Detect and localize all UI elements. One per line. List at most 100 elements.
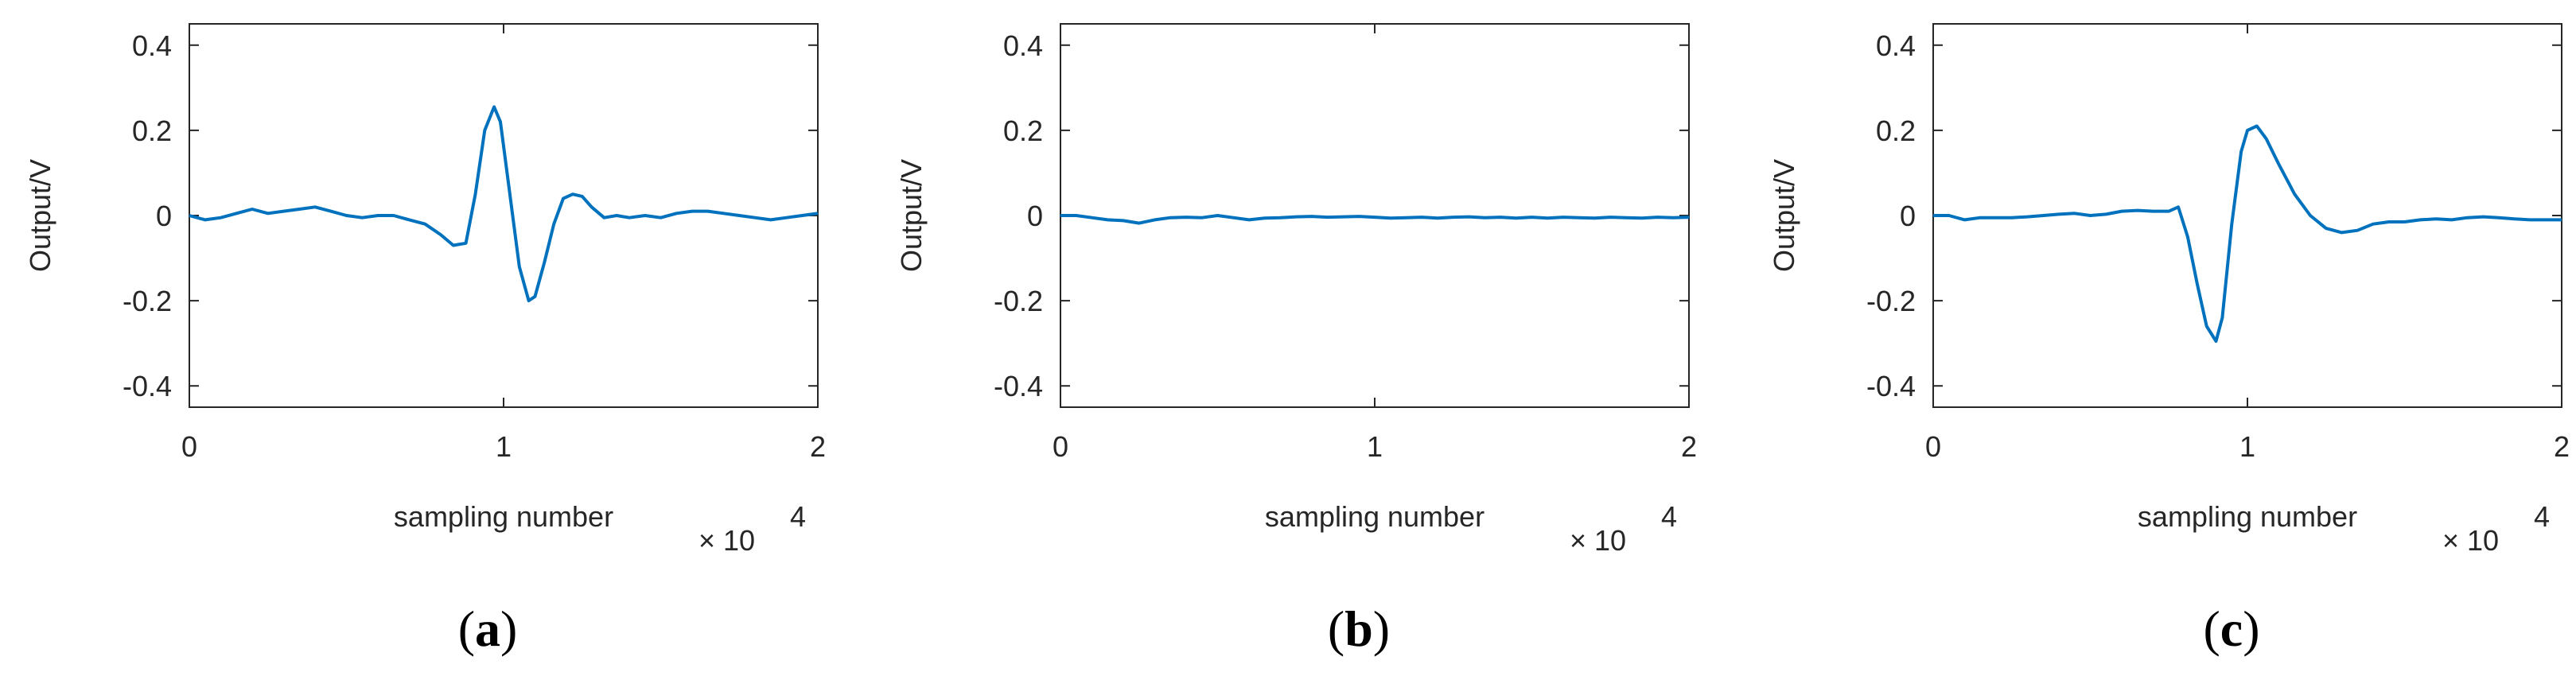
data-point [591, 206, 593, 208]
data-point [1201, 217, 1203, 219]
data-point [1295, 216, 1297, 218]
data-point [1437, 217, 1438, 219]
data-point [1374, 216, 1376, 218]
x-axis-label: sampling number [2138, 500, 2357, 533]
y-tick-label: 0 [156, 200, 172, 232]
data-point [424, 223, 426, 225]
data-point [1932, 215, 1934, 216]
data-point [298, 208, 300, 210]
data-point [2042, 215, 2044, 216]
data-point [2266, 138, 2267, 140]
data-point [603, 217, 605, 219]
data-point [1593, 217, 1596, 219]
data-point [377, 215, 379, 216]
y-tick-label: -0.2 [1866, 285, 1916, 317]
data-point [1609, 216, 1611, 218]
y-tick-label: 0.2 [1003, 115, 1043, 147]
data-point [345, 215, 348, 216]
data-point [2372, 223, 2374, 225]
data-point [754, 217, 756, 219]
data-point [282, 211, 285, 212]
x-exponent-label: 4 [1661, 500, 1677, 533]
plot-area-frame [1060, 23, 1690, 408]
x-multiplier-label: × 10 [698, 524, 755, 557]
y-tick-label: 0.4 [1003, 29, 1043, 62]
data-point [1342, 216, 1344, 218]
data-point [1688, 216, 1690, 218]
series-line [1060, 214, 1690, 225]
y-tick-label: -0.2 [123, 285, 172, 317]
y-axis-label: Output/V [895, 159, 928, 272]
data-point [1232, 217, 1234, 219]
x-multiplier-label: × 10 [2442, 524, 2499, 557]
data-point [2074, 212, 2076, 214]
x-tick-label: 0 [181, 430, 197, 463]
panel-label: (c) [2203, 600, 2259, 657]
x-tick-label: 2 [2554, 430, 2570, 463]
data-point [2388, 221, 2390, 223]
data-point [2356, 230, 2358, 231]
data-point [251, 208, 253, 210]
chart-panel-b: -0.4 -0.2 0 0.2 0.4 0 1 2 Output/V sampling numbe… [895, 23, 1697, 657]
data-point [361, 217, 363, 219]
data-point [2482, 216, 2484, 218]
panel-label: (a) [458, 600, 518, 657]
data-point [2498, 217, 2500, 219]
data-point [1390, 217, 1391, 219]
data-point [2137, 210, 2138, 212]
chart-panel-a: -0.4 -0.2 0 0.2 0.4 0 1 2 Output/V sampling numbe… [24, 23, 826, 657]
y-tick-label: 0.4 [132, 29, 172, 62]
data-point [1358, 216, 1360, 217]
data-point [1995, 217, 1997, 219]
data-point [801, 215, 803, 216]
data-point [2309, 215, 2311, 216]
x-tick-label: 1 [1367, 430, 1383, 463]
data-point [1264, 217, 1266, 219]
data-point [267, 212, 269, 214]
data-point [2325, 227, 2327, 229]
data-point [2466, 217, 2469, 219]
data-point [2058, 213, 2060, 215]
data-point [2341, 231, 2343, 233]
chart-panel-c: -0.4 -0.2 0 0.2 0.4 0 1 2 Output/V sampling numbe… [1768, 23, 2570, 657]
y-tick-label: 0.2 [1876, 115, 1916, 147]
data-point [2105, 213, 2107, 215]
data-point [1948, 215, 1950, 216]
data-point [1979, 217, 1981, 219]
data-point [1327, 216, 1329, 218]
x-tick-label: 0 [1925, 430, 1941, 463]
data-point [1672, 217, 1674, 219]
data-point [2026, 216, 2029, 218]
panel-label: (b) [1328, 600, 1390, 657]
data-point [393, 215, 395, 216]
data-point [2240, 151, 2242, 153]
y-axis-label: Output/V [24, 159, 56, 272]
series-line [189, 105, 819, 303]
data-point [2177, 206, 2179, 208]
data-point [1311, 216, 1313, 217]
y-axis-label: Output/V [1768, 159, 1800, 272]
data-point [474, 193, 477, 195]
data-point [1562, 216, 1564, 218]
data-point [1641, 217, 1643, 219]
y-tick-label: -0.4 [123, 370, 172, 402]
data-point [572, 193, 574, 195]
data-point [2187, 236, 2189, 238]
y-tick-label: 0 [1027, 200, 1043, 232]
data-point [738, 215, 740, 216]
data-point [691, 211, 693, 212]
data-point [675, 212, 677, 214]
data-point [2152, 211, 2154, 212]
y-tick-label: 0.2 [132, 115, 172, 147]
y-tick-label: 0.4 [1876, 29, 1916, 62]
data-point [628, 217, 630, 219]
x-tick-label: 1 [2239, 430, 2255, 463]
y-tick-label: -0.2 [994, 285, 1043, 317]
data-point [562, 198, 564, 200]
data-point [722, 212, 725, 214]
data-point [2278, 164, 2280, 165]
data-point [1279, 217, 1282, 219]
x-tick-label: 2 [810, 430, 826, 463]
data-point [1091, 217, 1093, 219]
x-axis-label: sampling number [1265, 500, 1485, 533]
